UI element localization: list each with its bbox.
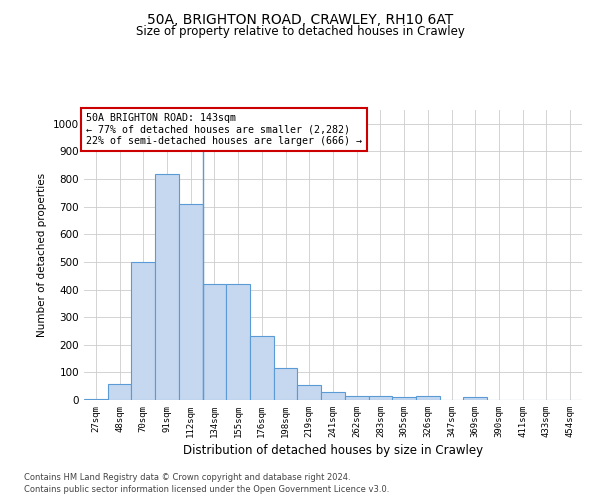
Bar [108, 384, 131, 400]
Bar [226, 284, 250, 400]
Bar [131, 262, 155, 400]
Bar [345, 396, 368, 400]
Bar [203, 284, 226, 400]
Bar [392, 397, 416, 400]
Bar [250, 336, 274, 400]
X-axis label: Distribution of detached houses by size in Crawley: Distribution of detached houses by size … [183, 444, 483, 457]
Bar [84, 398, 108, 400]
Bar [463, 397, 487, 400]
Bar [368, 396, 392, 400]
Bar [298, 385, 321, 400]
Text: 50A BRIGHTON ROAD: 143sqm
← 77% of detached houses are smaller (2,282)
22% of se: 50A BRIGHTON ROAD: 143sqm ← 77% of detac… [86, 113, 362, 146]
Bar [321, 392, 345, 400]
Bar [416, 396, 440, 400]
Y-axis label: Number of detached properties: Number of detached properties [37, 173, 47, 337]
Text: Size of property relative to detached houses in Crawley: Size of property relative to detached ho… [136, 25, 464, 38]
Text: 50A, BRIGHTON ROAD, CRAWLEY, RH10 6AT: 50A, BRIGHTON ROAD, CRAWLEY, RH10 6AT [147, 12, 453, 26]
Bar [179, 204, 203, 400]
Text: Contains HM Land Registry data © Crown copyright and database right 2024.: Contains HM Land Registry data © Crown c… [24, 472, 350, 482]
Bar [155, 174, 179, 400]
Bar [274, 368, 298, 400]
Text: Contains public sector information licensed under the Open Government Licence v3: Contains public sector information licen… [24, 485, 389, 494]
